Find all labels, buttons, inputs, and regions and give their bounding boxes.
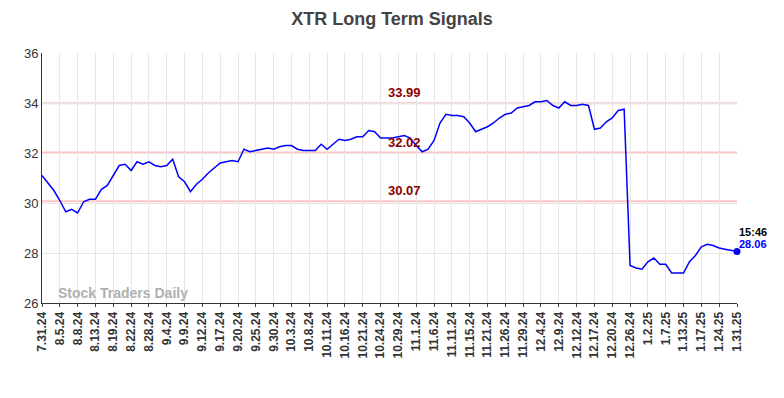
svg-text:33.99: 33.99: [388, 85, 421, 100]
svg-text:12.9.24: 12.9.24: [552, 311, 566, 351]
svg-text:8.8.24: 8.8.24: [71, 311, 85, 345]
svg-text:8.22.24: 8.22.24: [124, 311, 138, 351]
svg-text:11.1.24: 11.1.24: [409, 311, 423, 351]
svg-text:9.12.24: 9.12.24: [195, 311, 209, 351]
svg-text:12.17.24: 12.17.24: [587, 311, 601, 358]
svg-text:28.06: 28.06: [739, 238, 767, 250]
svg-text:1.17.25: 1.17.25: [694, 311, 708, 351]
svg-text:8.19.24: 8.19.24: [106, 311, 120, 351]
svg-text:15:46: 15:46: [739, 226, 767, 238]
svg-text:XTR Long Term Signals: XTR Long Term Signals: [291, 9, 493, 29]
svg-text:9.30.24: 9.30.24: [267, 311, 281, 351]
svg-text:12.12.24: 12.12.24: [570, 311, 584, 358]
svg-text:10.29.24: 10.29.24: [391, 311, 405, 358]
svg-text:12.20.24: 12.20.24: [605, 311, 619, 358]
svg-text:11.6.24: 11.6.24: [427, 311, 441, 351]
svg-text:1.24.25: 1.24.25: [712, 311, 726, 351]
svg-text:11.26.24: 11.26.24: [498, 311, 512, 357]
svg-text:10.24.24: 10.24.24: [373, 311, 387, 358]
svg-text:26: 26: [24, 296, 38, 311]
svg-text:11.15.24: 11.15.24: [463, 311, 477, 357]
svg-text:32.02: 32.02: [388, 135, 421, 150]
svg-text:1.2.25: 1.2.25: [641, 311, 655, 345]
svg-text:8.13.24: 8.13.24: [88, 311, 102, 351]
svg-text:9.17.24: 9.17.24: [213, 311, 227, 351]
svg-text:12.26.24: 12.26.24: [623, 311, 637, 358]
svg-text:11.21.24: 11.21.24: [480, 311, 494, 357]
svg-text:28: 28: [24, 246, 38, 261]
svg-text:32: 32: [24, 146, 38, 161]
svg-text:10.16.24: 10.16.24: [338, 311, 352, 358]
svg-text:8.28.24: 8.28.24: [142, 311, 156, 351]
svg-text:9.25.24: 9.25.24: [249, 311, 263, 351]
svg-text:1.13.25: 1.13.25: [676, 311, 690, 351]
svg-text:10.3.24: 10.3.24: [284, 311, 298, 351]
svg-text:1.31.25: 1.31.25: [730, 311, 744, 351]
svg-text:Stock Traders Daily: Stock Traders Daily: [58, 285, 188, 301]
svg-text:36: 36: [24, 46, 38, 61]
svg-text:1.7.25: 1.7.25: [659, 311, 673, 345]
svg-text:30.07: 30.07: [388, 183, 421, 198]
svg-text:10.8.24: 10.8.24: [302, 311, 316, 351]
svg-text:10.21.24: 10.21.24: [356, 311, 370, 358]
svg-text:8.5.24: 8.5.24: [53, 311, 67, 345]
svg-text:34: 34: [24, 96, 38, 111]
svg-text:7.31.24: 7.31.24: [35, 311, 49, 351]
svg-text:12.4.24: 12.4.24: [534, 311, 548, 351]
svg-text:10.11.24: 10.11.24: [320, 311, 334, 357]
svg-text:30: 30: [24, 196, 38, 211]
svg-text:11.29.24: 11.29.24: [516, 311, 530, 357]
svg-text:9.4.24: 9.4.24: [160, 311, 174, 345]
svg-text:9.20.24: 9.20.24: [231, 311, 245, 351]
svg-text:9.9.24: 9.9.24: [177, 311, 191, 345]
svg-text:11.11.24: 11.11.24: [445, 311, 459, 357]
